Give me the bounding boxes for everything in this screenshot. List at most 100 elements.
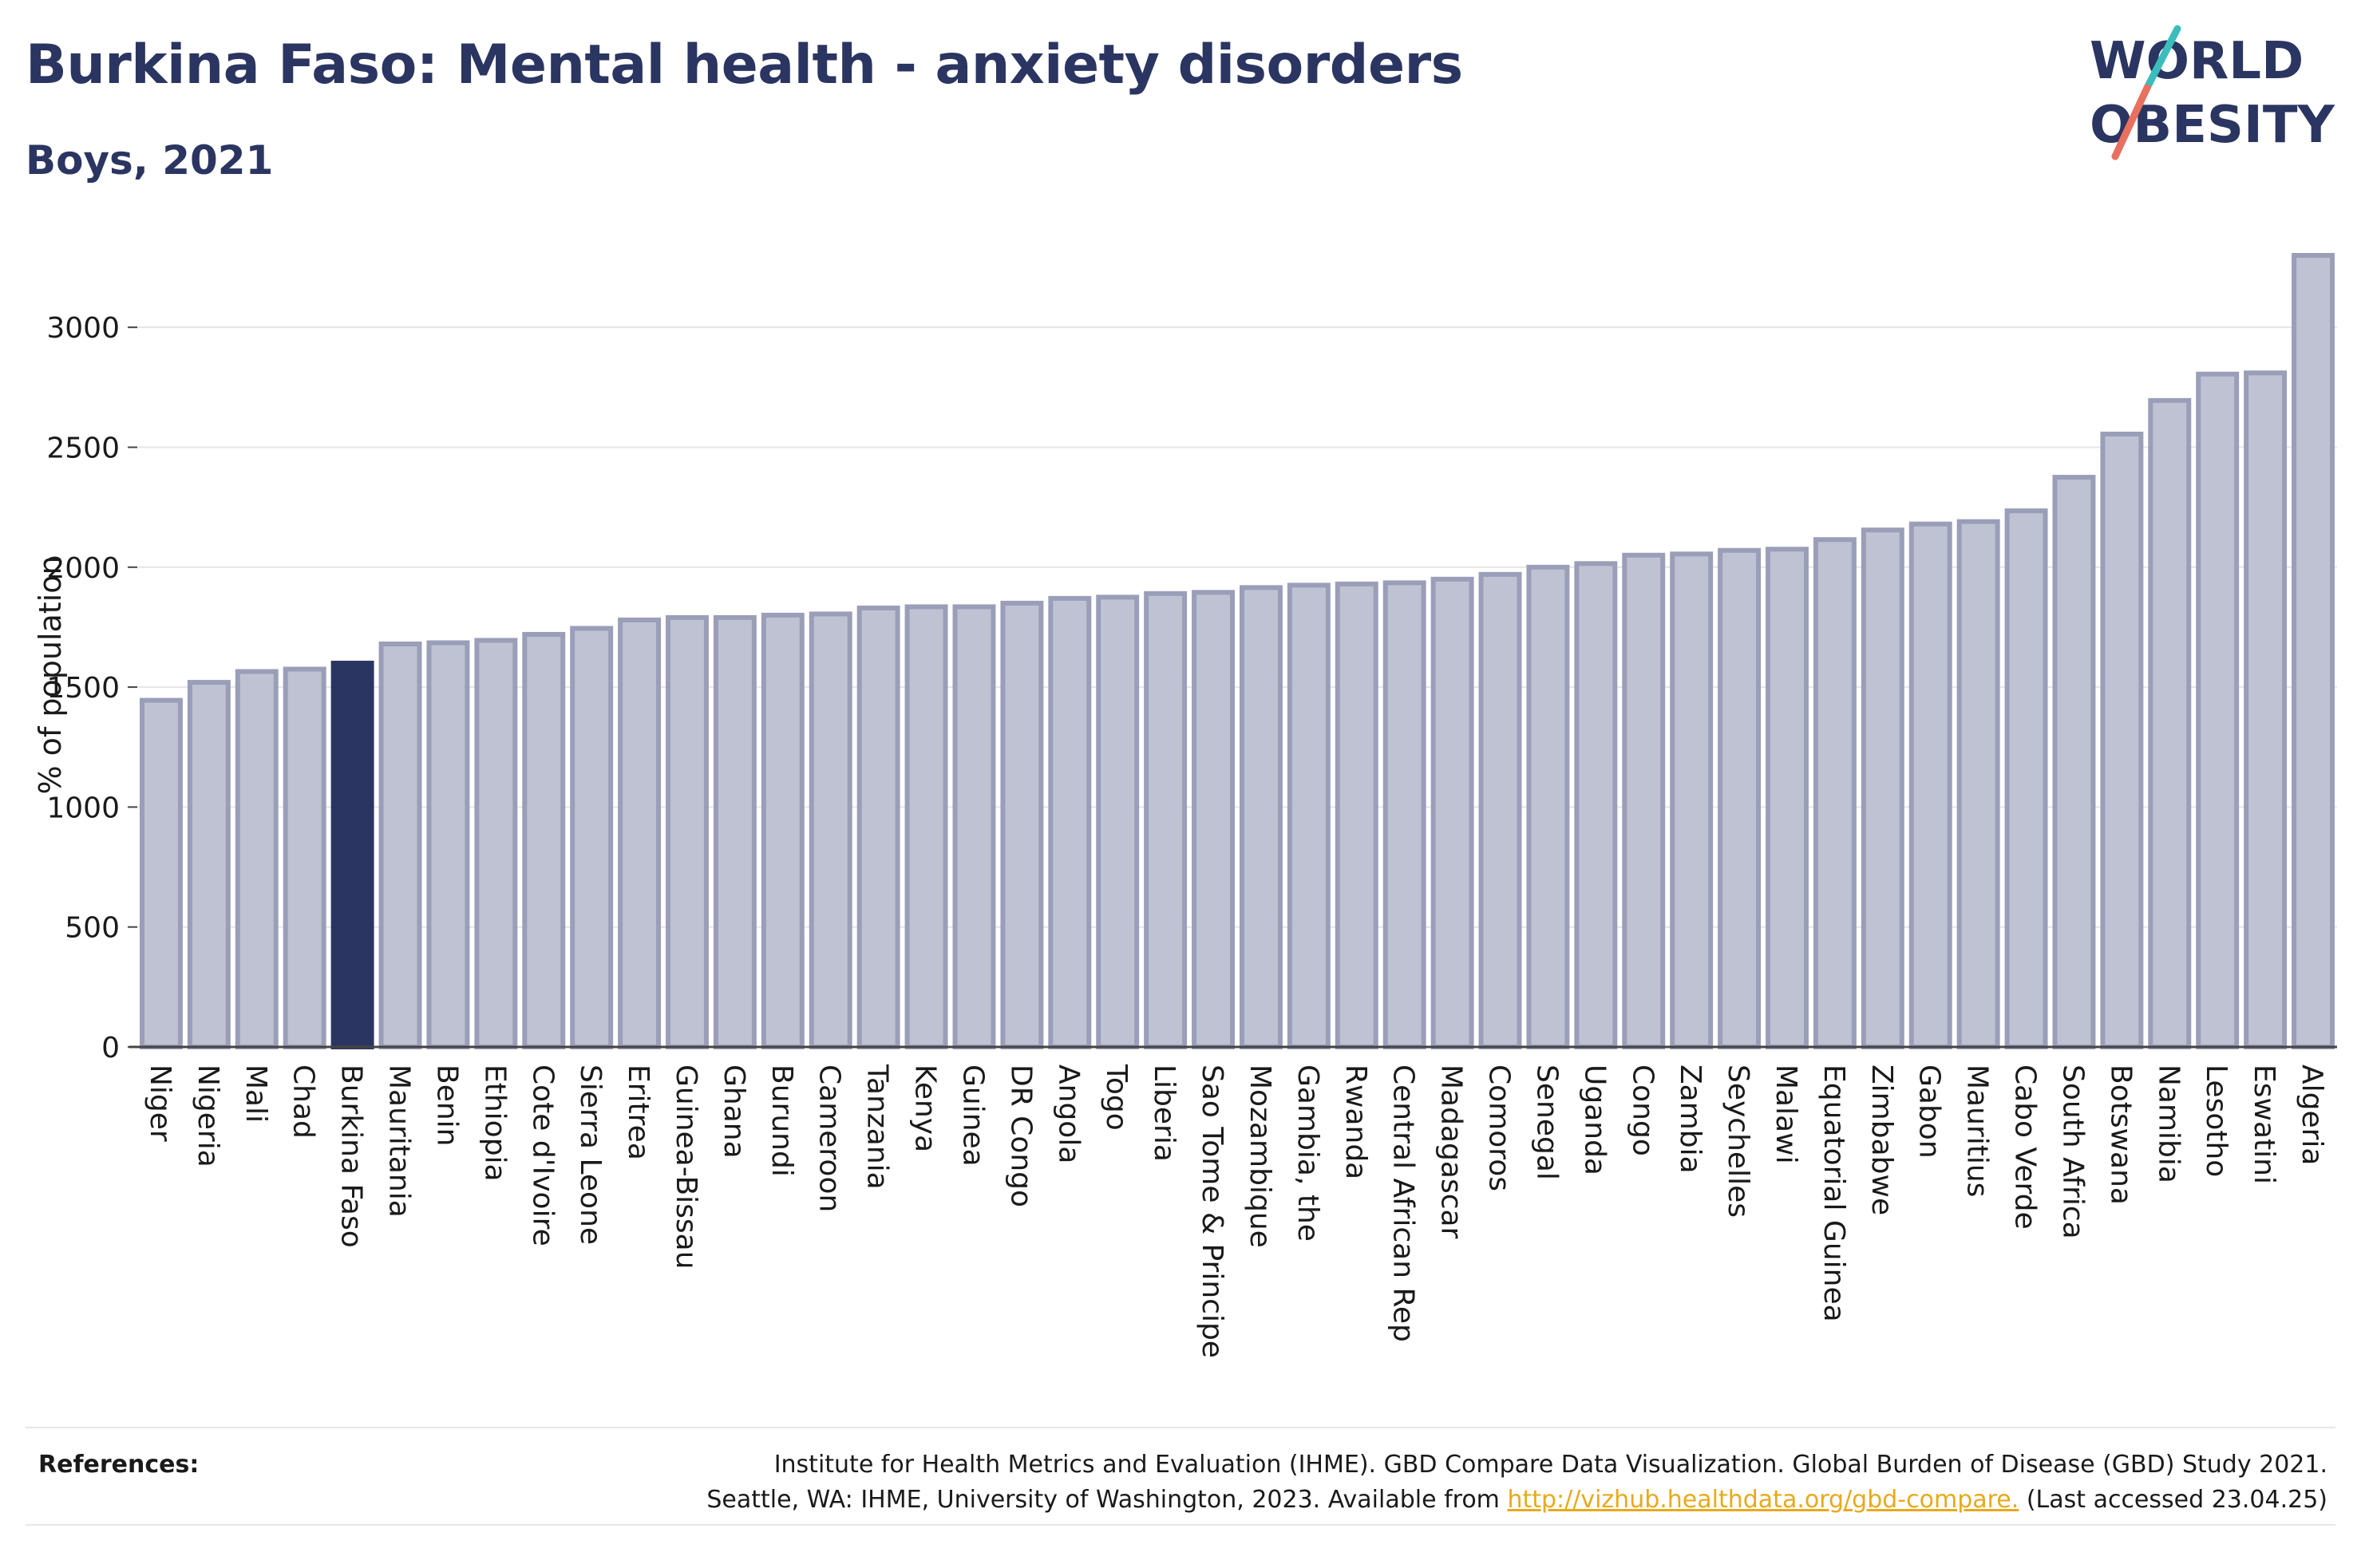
bar-lesotho [2196,371,2240,1049]
bar-mozambique [1239,585,1283,1049]
x-tick-label: Benin [430,1064,463,1146]
x-tick-label: Cote d'Ivoire [526,1064,559,1246]
reference-line-2-start: Seattle, WA: IHME, University of Washing… [706,1486,1508,1514]
y-tick-label: 0 [101,1032,120,1064]
bar-uganda [1574,561,1618,1049]
bar-comoros [1478,571,1522,1049]
bar-seychelles [1718,547,1762,1049]
logo-word-world: WORLD [2090,32,2304,91]
x-tick-label: Madagascar [1435,1064,1468,1239]
x-tick-label: Senegal [1530,1064,1563,1180]
bar-ethiopia [474,638,518,1049]
bar-tanzania [856,605,900,1049]
bar-guinea-bissau [666,614,709,1049]
bar-mauritania [378,641,422,1049]
bar-senegal [1526,564,1570,1049]
x-tick-label: Niger [144,1064,176,1142]
references-top-divider [26,1427,2335,1428]
bars [139,253,2335,1050]
x-tick-label: Ethiopia [478,1064,511,1182]
bar-sao-tome-principe [1192,590,1236,1049]
x-tick-label: Gambia, the [1291,1064,1324,1242]
x-tick-label: Cabo Verde [2009,1064,2042,1230]
bar-cabo-verde [2004,508,2048,1049]
bar-guinea [952,604,996,1049]
bar-angola [1048,595,1092,1049]
y-tick-label: 2000 [46,552,120,585]
bar-ghana [713,614,757,1049]
bar-sierra-leone [570,626,614,1049]
y-tick-label: 1500 [46,672,120,705]
x-tick-label: Angola [1052,1064,1085,1163]
x-tick-label: Kenya [909,1064,942,1152]
reference-link[interactable]: http://vizhub.healthdata.org/gbd-compare… [1507,1486,2019,1514]
x-tick-label: Guinea-Bissau [670,1064,702,1270]
world-obesity-logo: WORLD OBESITY [2090,25,2335,160]
bar-madagascar [1430,576,1474,1049]
x-tick-label: Tanzania [861,1064,894,1190]
bar-zimbabwe [1861,527,1904,1049]
bar-chad [283,666,326,1050]
bar-mali [235,669,279,1049]
bar-congo [1622,552,1666,1049]
x-tick-label: Ghana [718,1064,750,1159]
x-tick-label: Eritrea [622,1064,655,1160]
references-text: Institute for Health Metrics and Evaluat… [492,1448,2327,1518]
x-tick-label: Burundi [765,1064,798,1177]
bar-eritrea [618,617,662,1049]
bar-central-african-rep [1382,580,1426,1049]
x-tick-label: Congo [1626,1064,1659,1156]
y-tick-label: 2500 [46,432,120,464]
x-tick-label: Chad [287,1064,320,1139]
bar-namibia [2148,397,2192,1050]
page-title: Burkina Faso: Mental health - anxiety di… [26,34,1463,97]
bar-dr-congo [1000,600,1044,1049]
x-tick-label: Seychelles [1722,1064,1754,1218]
x-tick-label: DR Congo [1004,1064,1037,1207]
bar-cameroon [809,611,852,1049]
x-tick-label: Liberia [1148,1064,1180,1162]
bar-chart: 0 500 1000 1500 2000 2500 3000 Niger Nigeria Mal… [33,253,2337,1358]
x-tick-label: Zambia [1674,1064,1706,1174]
x-tick-label: Cameroon [813,1064,846,1212]
bar-equatorial-guinea [1813,537,1857,1049]
x-tick-label: Central African Rep [1387,1064,1420,1342]
bar-eswatini [2244,370,2288,1049]
bar-mauritius [1956,519,2000,1049]
x-tick-label: Guinea [956,1064,989,1167]
page-subtitle: Boys, 2021 [26,137,274,184]
x-tick-label: Nigeria [192,1064,224,1167]
bar-south-africa [2052,475,2096,1049]
references-bottom-divider [26,1524,2335,1526]
x-tick-label: Rwanda [1339,1064,1372,1179]
bar-gambia-the [1287,583,1331,1049]
bar-cote-d-ivoire [522,631,566,1049]
bar-algeria [2292,253,2335,1049]
bar-gabon [1908,521,1952,1049]
bar-burundi [761,612,805,1049]
x-tick-label: Sao Tome & Principe [1196,1064,1228,1358]
logo-slash-top [2143,25,2181,92]
x-tick-label: Lesotho [2200,1064,2232,1177]
x-tick-label: South Africa [2056,1064,2089,1239]
references-label: References: [38,1451,200,1479]
y-tick-label: 500 [65,912,120,945]
x-tick-label: Algeria [2296,1064,2328,1166]
bar-liberia [1144,590,1188,1049]
bar-burkina-faso [330,661,374,1049]
x-tick-label: Namibia [2152,1064,2185,1183]
x-tick-label: Eswatini [2248,1064,2280,1184]
x-tick-label: Burkina Faso [335,1064,368,1248]
x-tick-label: Mozambique [1244,1064,1276,1248]
bar-benin [426,640,470,1049]
y-axis-label: % of population [33,555,68,794]
x-tick-label: Botswana [2104,1064,2137,1205]
x-tick-label: Equatorial Guinea [1817,1064,1850,1322]
reference-line-1: Institute for Health Metrics and Evaluat… [773,1451,2327,1479]
y-tick-label: 1000 [46,792,120,824]
x-tick-label: Zimbabwe [1865,1064,1898,1215]
reference-line-2-end: (Last accessed 23.04.25) [2019,1486,2327,1514]
x-tick-label: Malawi [1770,1064,1802,1164]
x-tick-label: Gabon [1913,1064,1946,1159]
bar-nigeria [187,680,231,1049]
